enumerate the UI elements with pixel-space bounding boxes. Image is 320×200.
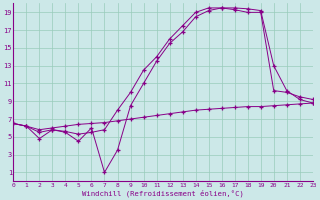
X-axis label: Windchill (Refroidissement éolien,°C): Windchill (Refroidissement éolien,°C) bbox=[82, 189, 244, 197]
